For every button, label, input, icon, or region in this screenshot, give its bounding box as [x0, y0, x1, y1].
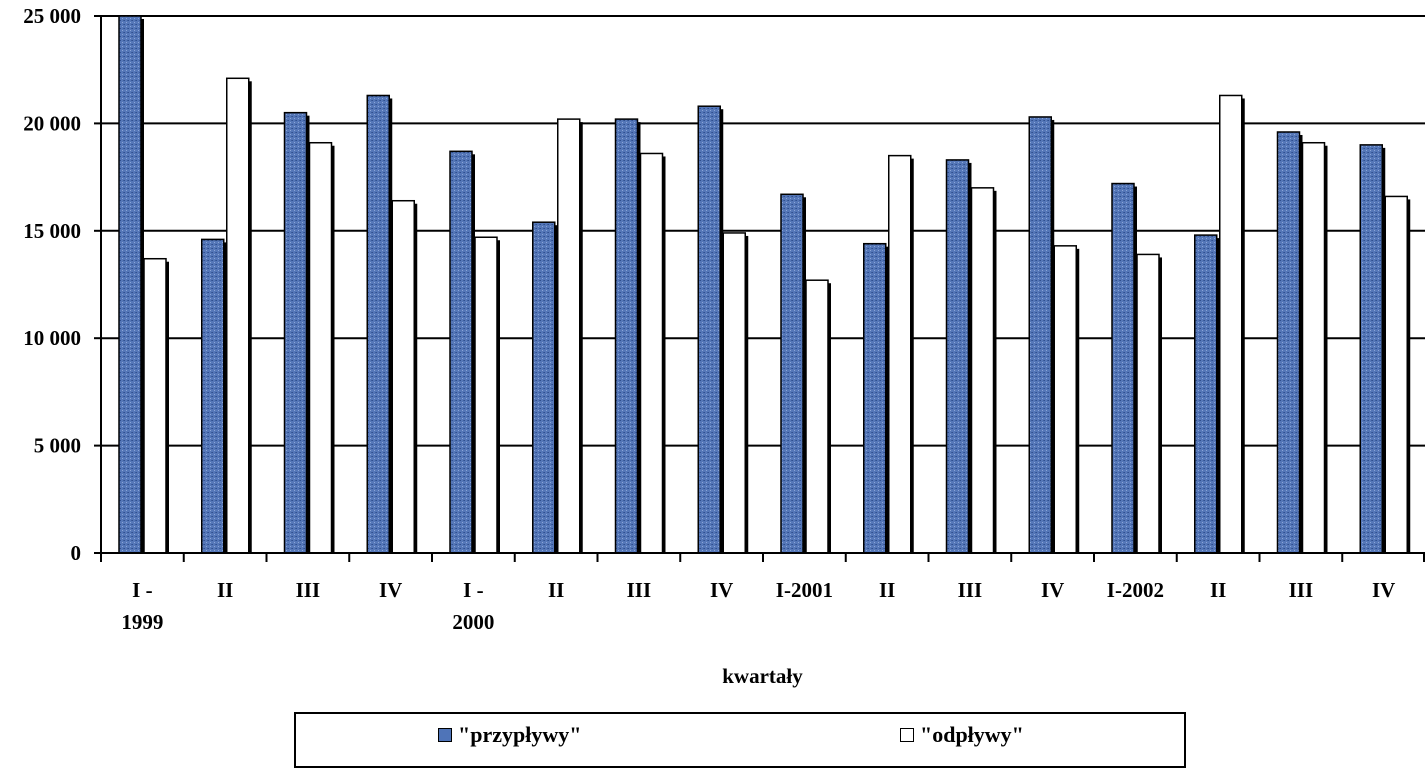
- bar-outflows: [970, 187, 995, 554]
- bar-outflows: [1301, 141, 1326, 554]
- bar-outflows: [805, 279, 829, 554]
- bar-outflows: [226, 77, 250, 554]
- x-tick-label: III: [958, 578, 983, 602]
- x-axis-title: kwartały: [722, 664, 803, 688]
- bar-inflows: [1359, 144, 1383, 554]
- x-tick-label: IV: [1372, 578, 1395, 602]
- legend-item-inflows: "przypływy": [438, 722, 581, 748]
- bar-outflows: [391, 199, 415, 554]
- x-tick-label: III: [296, 578, 321, 602]
- x-tick-label: III: [1289, 578, 1314, 602]
- legend-label-inflows: "przypływy": [458, 722, 582, 747]
- bar-outflows: [1384, 195, 1408, 554]
- bar-outflows: [1219, 94, 1243, 554]
- x-tick-label: II: [1210, 578, 1226, 602]
- bars: [118, 15, 1411, 554]
- x-tick-label: II: [879, 578, 895, 602]
- bar-outflows: [474, 236, 498, 554]
- y-tick-label: 10 000: [23, 326, 81, 350]
- bar-outflows: [143, 257, 167, 554]
- bar-outflows: [557, 118, 581, 554]
- bar-inflows: [1276, 131, 1301, 554]
- bar-outflows: [639, 152, 664, 554]
- bar-chart: 0 5 000 10 000 15 000 20 000 25 000 I -1999 II…: [23, 4, 1425, 634]
- y-tick-label: 0: [71, 541, 82, 565]
- axes: [94, 15, 1425, 562]
- bar-inflows: [449, 150, 473, 554]
- legend-item-outflows: "odpływy": [900, 722, 1024, 748]
- bar-inflows: [614, 118, 639, 554]
- bar-inflows: [1028, 116, 1052, 554]
- bar-inflows: [118, 15, 142, 554]
- y-tick-label: 15 000: [23, 219, 81, 243]
- bar-inflows: [945, 159, 970, 554]
- x-tick-label: IV: [710, 578, 733, 602]
- x-tick-label: II: [548, 578, 564, 602]
- legend-label-outflows: "odpływy": [920, 722, 1024, 747]
- x-tick-label: III: [627, 578, 652, 602]
- bar-inflows: [780, 193, 804, 554]
- bar-inflows: [532, 221, 556, 554]
- bar-outflows: [308, 141, 333, 554]
- bar-inflows: [201, 238, 225, 554]
- bar-outflows: [888, 154, 912, 554]
- bar-inflows: [1194, 234, 1218, 554]
- y-tick-label: 20 000: [23, 111, 81, 135]
- x-tick-label: I-2001: [776, 578, 833, 602]
- legend: "przypływy" "odpływy": [294, 712, 1186, 768]
- bar-outflows: [1136, 253, 1160, 554]
- bar-inflows: [366, 94, 390, 554]
- x-tick-label: I -2000: [452, 578, 494, 634]
- x-tick-label: I-2002: [1107, 578, 1164, 602]
- y-tick-label: 5 000: [34, 434, 81, 458]
- bar-inflows: [863, 242, 887, 554]
- bar-outflows: [722, 232, 746, 554]
- y-tick-label: 25 000: [23, 4, 81, 28]
- legend-swatch-inflows: [438, 728, 452, 742]
- x-tick-label: IV: [379, 578, 402, 602]
- bar-inflows: [1111, 182, 1135, 554]
- x-tick-label: I -1999: [121, 578, 163, 634]
- x-tick-label: IV: [1041, 578, 1064, 602]
- bar-inflows: [697, 105, 721, 554]
- x-tick-label: II: [217, 578, 233, 602]
- bar-inflows: [283, 111, 308, 554]
- legend-swatch-outflows: [900, 728, 914, 742]
- bar-outflows: [1053, 245, 1077, 554]
- y-tick-labels: 0 5 000 10 000 15 000 20 000 25 000: [23, 4, 81, 565]
